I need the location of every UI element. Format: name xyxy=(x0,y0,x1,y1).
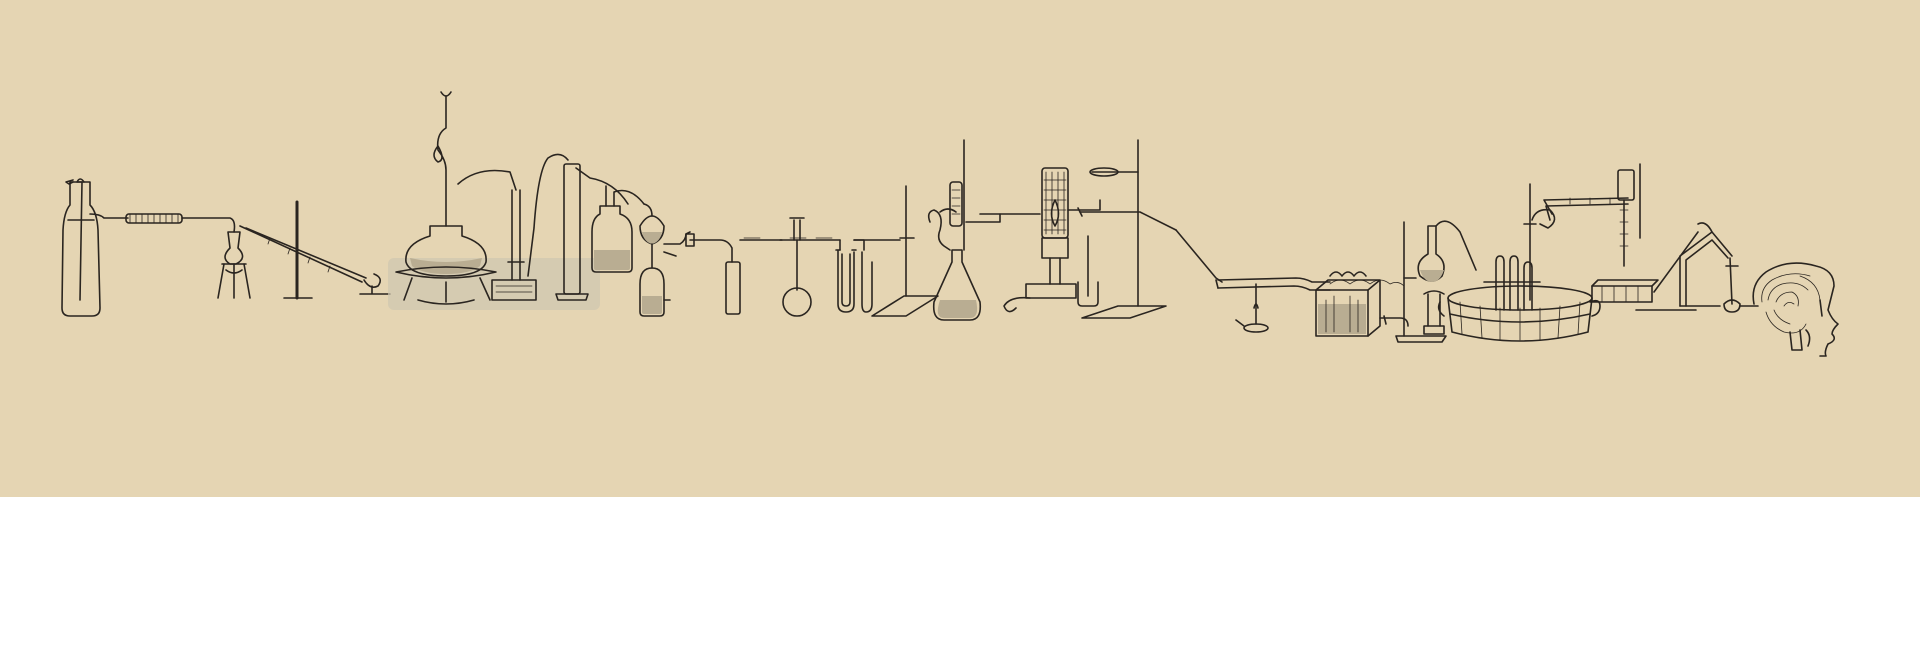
separatory-funnel xyxy=(639,203,691,317)
bottle-with-tube xyxy=(61,178,129,317)
condenser-tube xyxy=(125,213,236,233)
mesh-chimney-burner xyxy=(1003,167,1101,313)
a-frame-tubing xyxy=(1679,222,1759,313)
pneumatic-trough xyxy=(1437,183,1601,342)
tall-cylinder xyxy=(527,153,629,301)
wash-bottle xyxy=(591,185,645,273)
stand-with-beaker xyxy=(1077,139,1223,319)
tube-and-bunsen xyxy=(1215,277,1405,333)
ring-stand xyxy=(871,185,939,317)
brain-cross-section xyxy=(1752,262,1839,357)
u-tubes xyxy=(835,239,901,313)
round-bottom-flask xyxy=(782,217,812,317)
blank-lower-area xyxy=(0,497,1920,648)
banner-background xyxy=(0,0,1920,497)
stand-with-flask xyxy=(1379,220,1477,343)
beaker-tray xyxy=(1591,231,1699,311)
lab-apparatus-illustration xyxy=(0,0,1920,497)
ring-stand-condenser xyxy=(239,200,391,300)
drying-tube-line xyxy=(685,233,841,315)
erlenmeyer-with-burette xyxy=(927,139,1041,321)
glass-tank xyxy=(1315,271,1381,337)
illustration-banner xyxy=(0,0,1920,497)
tripod-flask xyxy=(217,231,251,299)
distilling-flask-on-burner xyxy=(388,91,600,310)
retort-and-burette xyxy=(1531,163,1641,267)
